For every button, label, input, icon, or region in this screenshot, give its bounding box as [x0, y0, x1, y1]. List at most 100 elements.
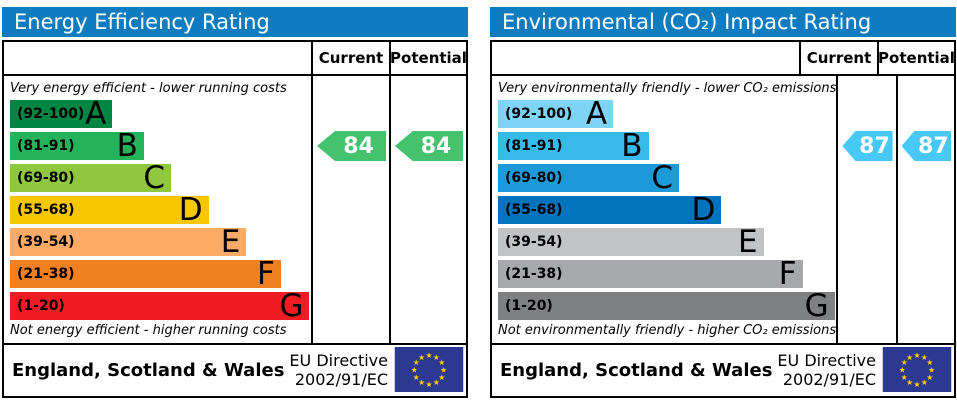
eu-flag-icon: ★ ★★★★★★★★★★★ [882, 347, 952, 392]
svg-text:★: ★ [413, 358, 420, 367]
band-range-label: (81-91) [505, 138, 563, 154]
potential-cell: 87 [898, 76, 954, 343]
band-range-label: (81-91) [17, 138, 75, 154]
band-letter: G [279, 288, 304, 324]
rating-band-C: (69-80) C [10, 160, 172, 196]
band-range-label: (92-100) [17, 106, 85, 122]
band-range-label: (1-20) [17, 298, 65, 314]
band-letter: D [178, 192, 203, 228]
eu-directive-line2: 2002/91/EC [782, 369, 876, 389]
svg-text:★: ★ [425, 380, 432, 389]
eu-directive-line1: EU Directive [777, 350, 876, 370]
svg-text:★: ★ [913, 380, 920, 389]
rating-table: Current Potential Very environmentally f… [490, 40, 956, 398]
rating-band-G: (1-20) G [10, 288, 310, 324]
current-rating-arrow: 87 [842, 131, 893, 161]
potential-column-header: Potential [878, 49, 955, 67]
svg-text:★: ★ [926, 373, 933, 382]
svg-text:★: ★ [438, 358, 445, 367]
band-range-label: (1-20) [505, 298, 553, 314]
table-body-row: Very environmentally friendly - lower CO… [492, 76, 954, 343]
current-column-header: Current [801, 42, 879, 74]
empty-header-cell [492, 42, 801, 74]
band-range-label: (69-80) [17, 170, 75, 186]
band-range-label: (55-68) [505, 202, 563, 218]
bands: (92-100) A (81-91) B (69-80) C (55-68) D (39-54)… [10, 96, 311, 324]
eu-directive-line1: EU Directive [289, 350, 388, 370]
eu-directive-line2: 2002/91/EC [294, 369, 388, 389]
rating-band-A: (92-100) A [10, 96, 113, 132]
bottom-caption: Not energy efficient - higher running co… [10, 323, 287, 338]
table-footer-row: England, Scotland & Wales EU Directive 2… [492, 343, 954, 396]
svg-text:★: ★ [433, 353, 440, 362]
rating-table: Current Potential Very energy efficient … [2, 40, 468, 398]
rating-band-C: (69-80) C [498, 160, 680, 196]
eu-directive-label: EU Directive 2002/91/EC [289, 350, 388, 390]
empty-header-cell [4, 42, 313, 74]
potential-cell: 84 [391, 76, 466, 343]
rating-band-F: (21-38) F [498, 256, 803, 292]
rating-band-B: (81-91) B [10, 128, 144, 164]
svg-text:★: ★ [906, 378, 913, 387]
energy-efficiency-panel: Energy Efficiency Rating Current Potenti… [2, 7, 468, 398]
environmental-impact-panel: Environmental (CO₂) Impact Rating Curren… [490, 7, 956, 398]
potential-rating-arrow: 84 [395, 131, 463, 161]
band-letter: A [85, 96, 107, 132]
band-range-label: (21-38) [505, 266, 563, 282]
table-footer-row: England, Scotland & Wales EU Directive 2… [4, 343, 466, 396]
svg-text:★: ★ [411, 365, 418, 374]
eu-directive-label: EU Directive 2002/91/EC [777, 350, 876, 390]
svg-text:★: ★ [440, 365, 447, 374]
svg-text:★: ★ [418, 353, 425, 362]
svg-text:★: ★ [433, 378, 440, 387]
svg-text:★: ★ [899, 365, 906, 374]
rating-band-G: (1-20) G [498, 288, 835, 324]
rating-band-A: (92-100) A [498, 96, 614, 132]
band-letter: F [257, 256, 275, 292]
current-rating-arrow: 84 [317, 131, 386, 161]
svg-text:★: ★ [926, 358, 933, 367]
band-letter: C [143, 160, 166, 196]
table-body-row: Very energy efficient - lower running co… [4, 76, 466, 343]
potential-rating-arrow: 87 [901, 131, 951, 161]
top-caption: Very energy efficient - lower running co… [10, 81, 287, 96]
rating-band-D: (55-68) D [498, 192, 722, 228]
rating-scale: Very environmentally friendly - lower CO… [492, 76, 839, 343]
rating-band-E: (39-54) E [498, 224, 764, 260]
table-header-row: Current Potential [492, 42, 955, 76]
rating-band-B: (81-91) B [498, 131, 649, 162]
rating-band-D: (55-68) D [10, 192, 209, 228]
band-letter: C [651, 160, 674, 196]
bands: (92-100) A (81-91) B (69-80) C (55-68) D (39-54)… [498, 96, 836, 324]
svg-text:★: ★ [906, 353, 913, 362]
panel-title: Environmental (CO₂) Impact Rating [490, 7, 956, 37]
svg-text:★: ★ [438, 373, 445, 382]
band-letter: G [804, 288, 829, 324]
band-letter: D [691, 192, 716, 228]
current-cell: 87 [838, 76, 898, 343]
region-label: England, Scotland & Wales [12, 360, 285, 381]
rating-scale: Very energy efficient - lower running co… [4, 76, 313, 343]
svg-text:★: ★ [921, 378, 928, 387]
rating-band-F: (21-38) F [10, 256, 281, 292]
svg-text:★: ★ [901, 358, 908, 367]
svg-text:★: ★ [913, 351, 920, 360]
svg-text:★: ★ [928, 365, 935, 374]
band-letter: E [220, 224, 241, 260]
svg-text:★: ★ [418, 378, 425, 387]
band-range-label: (39-54) [17, 234, 75, 250]
band-letter: B [116, 128, 138, 164]
band-range-label: (55-68) [17, 202, 75, 218]
svg-text:★: ★ [413, 373, 420, 382]
band-range-label: (69-80) [505, 170, 563, 186]
current-column-header: Current [313, 42, 391, 74]
svg-text:★: ★ [425, 351, 432, 360]
potential-column-header: Potential [390, 49, 467, 67]
band-range-label: (21-38) [17, 266, 75, 282]
band-letter: F [778, 256, 797, 292]
band-letter: E [738, 224, 758, 260]
band-letter: A [585, 96, 608, 132]
svg-text:★: ★ [921, 353, 928, 362]
band-range-label: (39-54) [505, 234, 563, 250]
